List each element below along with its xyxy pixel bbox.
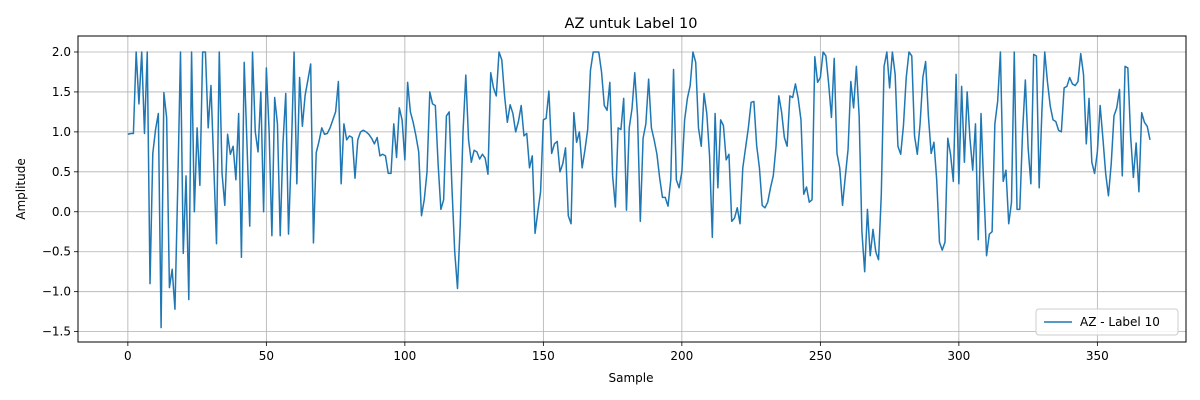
y-axis-label: Amplitude (14, 158, 28, 220)
y-tick-label: −1.5 (42, 325, 71, 339)
legend-box (1035, 308, 1179, 336)
y-tick-label: 1.0 (52, 125, 71, 139)
y-tick-label: 2.0 (52, 45, 71, 59)
x-tick-label: 150 (532, 349, 555, 363)
plot-frame (77, 35, 1187, 343)
x-tick-label: 0 (124, 349, 132, 363)
y-tick-label: −0.5 (42, 245, 71, 259)
x-tick-label: 250 (809, 349, 832, 363)
x-tick-label: 100 (393, 349, 416, 363)
x-tick-label: 200 (670, 349, 693, 363)
legend: AZ - Label 10 (1035, 308, 1179, 336)
x-axis-ticks: 0 50 100 150 200 250 300 350 (124, 342, 1109, 363)
x-tick-label: 300 (947, 349, 970, 363)
y-tick-label: 1.5 (52, 85, 71, 99)
x-tick-label: 50 (259, 349, 274, 363)
x-axis-label: Sample (609, 371, 654, 385)
plot-area (127, 51, 1151, 329)
legend-label: AZ - Label 10 (1080, 315, 1160, 329)
y-tick-label: 0.5 (52, 165, 71, 179)
y-tick-label: −1.0 (42, 285, 71, 299)
series-line (127, 51, 1151, 329)
y-axis-ticks: −1.5 −1.0 −0.5 0.0 0.5 1.0 1.5 2.0 (42, 45, 78, 339)
chart-title: AZ untuk Label 10 (565, 16, 698, 32)
y-tick-label: 0.0 (52, 205, 71, 219)
grid (78, 36, 1186, 342)
x-tick-label: 350 (1086, 349, 1109, 363)
